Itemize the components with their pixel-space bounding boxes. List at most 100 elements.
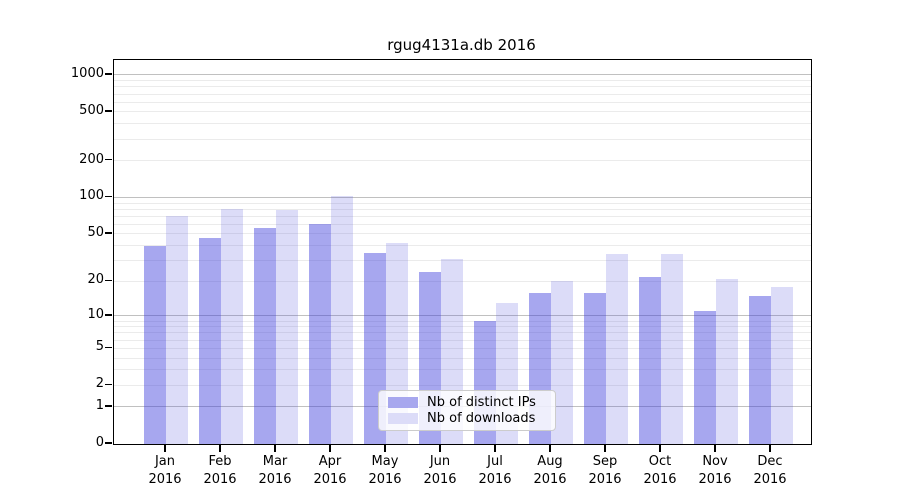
bar-distinct-ips xyxy=(584,292,606,444)
y-tick-label: 0 xyxy=(95,435,104,450)
x-tick-mark xyxy=(494,444,496,452)
gridline-minor xyxy=(114,347,811,349)
x-tick-mark xyxy=(219,444,221,452)
x-tick-year: 2016 xyxy=(258,472,292,487)
plot-area xyxy=(113,59,812,445)
x-tick-month: Oct xyxy=(648,454,672,469)
x-tick-month: May xyxy=(371,454,399,469)
y-tick-mark xyxy=(105,73,112,75)
x-tick-year: 2016 xyxy=(313,472,347,487)
y-tick-label: 2 xyxy=(95,376,104,392)
bar-distinct-ips xyxy=(309,224,331,444)
y-tick-label: 50 xyxy=(87,224,104,240)
gridline-minor xyxy=(114,339,811,341)
bar-downloads xyxy=(166,216,188,444)
gridline-major xyxy=(114,196,811,198)
x-tick-month: Aug xyxy=(537,454,563,469)
x-tick-year: 2016 xyxy=(588,472,622,487)
x-tick-label: Apr 2016 xyxy=(302,453,358,489)
x-tick-mark xyxy=(604,444,606,452)
x-tick-label: Jun 2016 xyxy=(412,453,468,489)
y-tick-label: 1 xyxy=(95,397,104,413)
x-tick-month: Mar xyxy=(262,454,288,469)
gridline-minor xyxy=(114,160,811,162)
bar-downloads xyxy=(551,281,573,444)
legend-label-downloads: Nb of downloads xyxy=(427,410,536,426)
gridline-minor xyxy=(114,93,811,95)
y-tick-label: 5 xyxy=(95,339,104,355)
x-tick-month: Jul xyxy=(487,454,503,469)
x-tick-month: Nov xyxy=(702,454,728,469)
bar-distinct-ips xyxy=(639,276,661,444)
bar-downloads xyxy=(331,195,353,444)
x-tick-mark xyxy=(769,444,771,452)
y-tick-label: 10 xyxy=(87,306,104,322)
x-tick-month: Apr xyxy=(318,454,342,469)
gridline-minor xyxy=(114,233,811,235)
x-tick-month: Feb xyxy=(208,454,232,469)
y-tick-mark xyxy=(105,195,112,198)
y-tick-label: 20 xyxy=(87,272,104,288)
y-tick-label: 500 xyxy=(79,102,104,118)
bar-downloads xyxy=(716,278,738,444)
gridline-minor xyxy=(114,326,811,328)
x-tick-mark xyxy=(659,444,661,452)
bar-downloads xyxy=(661,254,683,444)
x-tick-year: 2016 xyxy=(203,472,237,487)
bar-distinct-ips xyxy=(694,311,716,444)
gridline-minor xyxy=(114,384,811,386)
bar-distinct-ips xyxy=(749,295,771,444)
x-tick-year: 2016 xyxy=(753,472,787,487)
y-tick-mark xyxy=(105,158,112,161)
x-tick-month: Jun xyxy=(429,454,451,469)
legend-label-distinct-ips: Nb of distinct IPs xyxy=(427,395,536,411)
x-tick-year: 2016 xyxy=(478,472,512,487)
bar-distinct-ips xyxy=(254,228,276,444)
x-tick-mark xyxy=(549,444,551,452)
x-tick-label: Nov 2016 xyxy=(687,453,743,489)
legend-entry-distinct-ips: Nb of distinct IPs xyxy=(388,395,547,411)
gridline-minor xyxy=(114,101,811,103)
y-tick-label: 200 xyxy=(79,151,104,167)
x-tick-label: Oct 2016 xyxy=(632,453,688,489)
bar-distinct-ips xyxy=(199,238,221,444)
legend: Nb of distinct IPs Nb of downloads xyxy=(378,390,556,431)
x-tick-year: 2016 xyxy=(368,472,402,487)
y-tick-label: 100 xyxy=(79,188,104,204)
gridline-minor xyxy=(114,138,811,140)
x-tick-label: May 2016 xyxy=(357,453,413,489)
gridline-minor xyxy=(114,369,811,371)
gridline-minor xyxy=(114,357,811,359)
y-tick-mark xyxy=(105,232,112,234)
gridline-minor xyxy=(114,280,811,282)
x-tick-mark xyxy=(714,444,716,452)
y-tick-mark xyxy=(105,314,112,316)
x-tick-label: Dec 2016 xyxy=(742,453,798,489)
x-tick-mark xyxy=(164,444,166,452)
x-tick-label: Aug 2016 xyxy=(522,453,578,489)
bar-downloads xyxy=(771,286,793,444)
x-tick-mark xyxy=(384,444,386,452)
x-tick-year: 2016 xyxy=(643,472,677,487)
x-tick-label: Jan 2016 xyxy=(137,453,193,489)
gridline-minor xyxy=(114,86,811,88)
x-tick-year: 2016 xyxy=(698,472,732,487)
y-tick-mark xyxy=(105,279,112,282)
gridline-minor xyxy=(114,332,811,334)
x-tick-label: Sep 2016 xyxy=(577,453,633,489)
x-tick-mark xyxy=(329,444,331,452)
gridline-minor xyxy=(114,223,811,225)
gridline-minor xyxy=(114,111,811,113)
x-tick-mark xyxy=(274,444,276,452)
x-tick-year: 2016 xyxy=(423,472,457,487)
y-tick-mark xyxy=(105,442,112,444)
bar-distinct-ips xyxy=(144,245,166,444)
gridline-minor xyxy=(114,320,811,322)
x-tick-mark xyxy=(439,444,441,452)
x-tick-month: Jan xyxy=(154,454,176,469)
gridline-minor xyxy=(114,208,811,210)
gridline-major xyxy=(114,74,811,76)
x-tick-month: Dec xyxy=(757,454,783,469)
y-tick-mark xyxy=(105,383,112,386)
